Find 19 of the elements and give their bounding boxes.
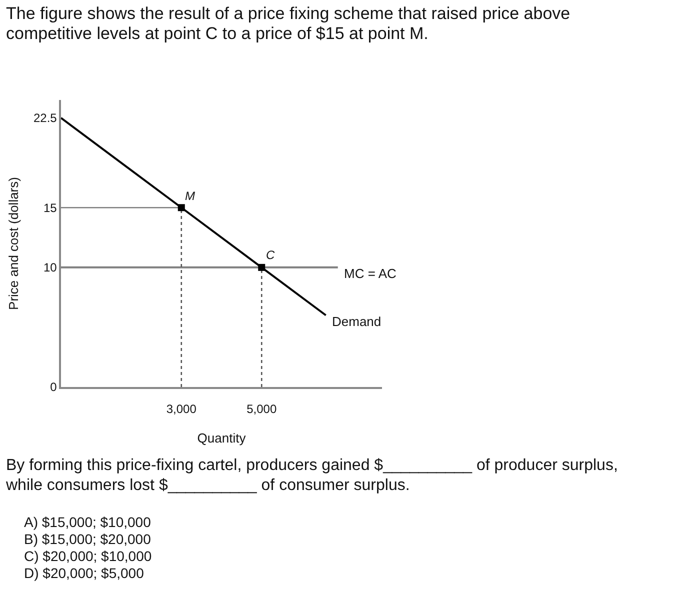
- chart-title: The figure shows the result of a price fixing scheme that raised price above competitive levels at point C to a price of $15 at point M.: [6, 4, 572, 44]
- annotation: C: [266, 248, 275, 262]
- y-tick-label: 22.5: [33, 111, 58, 126]
- y-tick-label: 15: [43, 200, 58, 215]
- series-label: Demand: [332, 314, 382, 329]
- series-label: MC = AC: [344, 266, 396, 281]
- y-tick-label: 0: [50, 380, 58, 394]
- x-tick-label: 5,000: [246, 402, 277, 416]
- text: C) $20,000; $10,000: [24, 548, 152, 564]
- x-tick-label: 3,000: [166, 402, 197, 416]
- y-axis-title: Price and cost (dollars): [6, 177, 21, 310]
- text: A) $15,000; $10,000: [24, 514, 151, 530]
- text: By forming this price-fixing cartel, producers gained $__________ of producer surplus, while consumers lost $__________ of consumer surplus.: [6, 456, 619, 496]
- text: B) $15,000; $20,000: [24, 531, 151, 547]
- line-series: [61, 116, 327, 316]
- x-axis-title: Quantity: [197, 430, 246, 446]
- y-tick-label: 10: [43, 260, 58, 275]
- text: D) $20,000; $5,000: [24, 565, 144, 581]
- annotation: M: [185, 189, 195, 203]
